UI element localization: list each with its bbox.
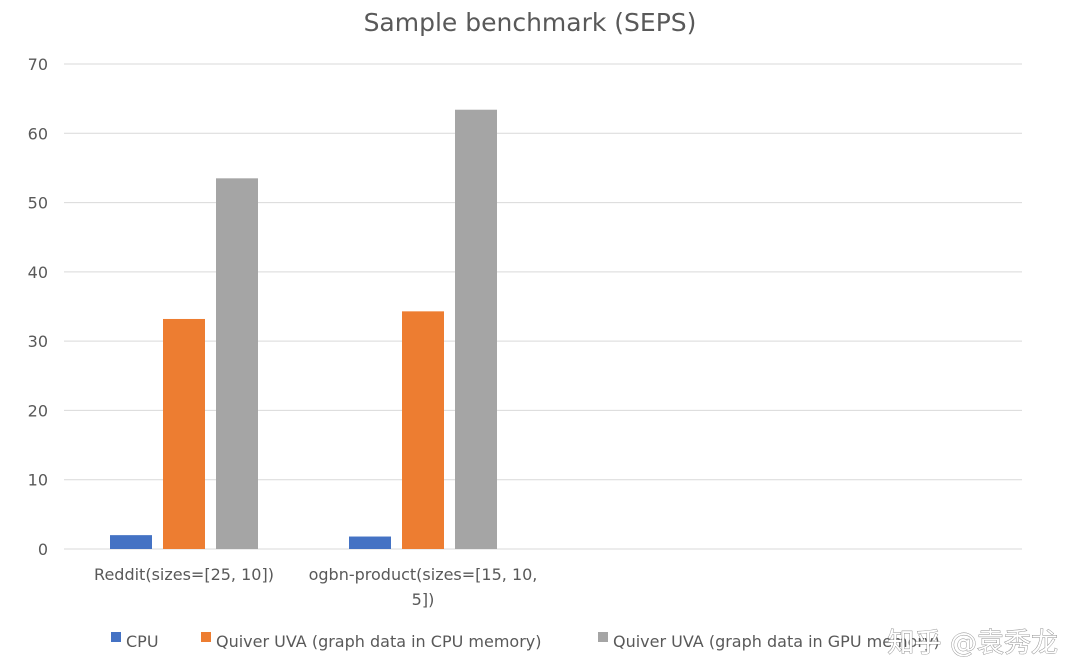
- legend-label-1: CPU: [126, 632, 159, 651]
- legend-swatch-2: [201, 632, 211, 642]
- bar-3-1: [216, 178, 258, 550]
- y-tick-label-70: 70: [28, 55, 48, 74]
- legend: CPU Quiver UVA (graph data in CPU memory)…: [111, 632, 940, 651]
- legend-label-3: Quiver UVA (graph data in GPU memory): [613, 632, 940, 651]
- bar-1-2: [349, 536, 391, 549]
- bar-2-1: [163, 318, 205, 549]
- x-axis-categories: Reddit(sizes=[25, 10]) ogbn-product(sizes…: [94, 565, 537, 609]
- y-tick-label-20: 20: [28, 401, 48, 420]
- y-tick-label-30: 30: [28, 332, 48, 351]
- y-tick-label-50: 50: [28, 194, 48, 213]
- category-label-1-1: Reddit(sizes=[25, 10]): [94, 565, 274, 584]
- bar-1-1: [110, 535, 152, 549]
- y-axis-ticks: 0 10 20 30 40 50 60 70: [28, 55, 48, 559]
- category-label-2-2: 5]): [412, 590, 435, 609]
- watermark: 知乎 @袁秀龙: [887, 628, 1058, 659]
- y-tick-label-60: 60: [28, 124, 48, 143]
- bar-3-2: [455, 109, 497, 549]
- chart-title: Sample benchmark (SEPS): [364, 8, 697, 37]
- bars: [110, 109, 497, 550]
- legend-swatch-1: [111, 632, 121, 642]
- y-tick-label-10: 10: [28, 471, 48, 490]
- category-label-2-1: ogbn-product(sizes=[15, 10,: [309, 565, 538, 584]
- bar-2-2: [402, 311, 444, 549]
- y-tick-label-40: 40: [28, 263, 48, 282]
- gridlines: [64, 63, 1022, 550]
- legend-swatch-3: [598, 632, 608, 642]
- y-tick-label-0: 0: [38, 540, 48, 559]
- legend-label-2: Quiver UVA (graph data in CPU memory): [216, 632, 542, 651]
